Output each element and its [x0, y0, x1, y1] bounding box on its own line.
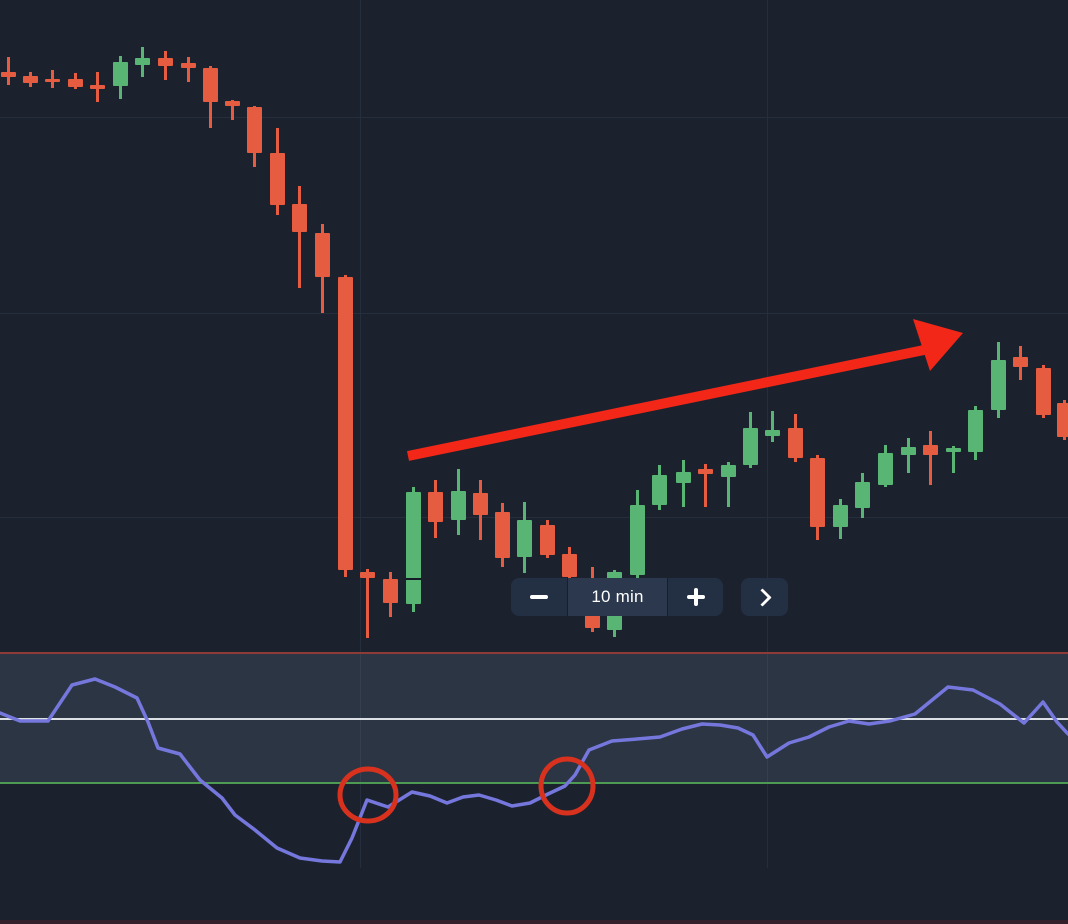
signal-circle: [337, 766, 399, 824]
next-button[interactable]: [741, 578, 788, 616]
candle-wick: [681, 460, 685, 507]
candle-down: [787, 428, 803, 458]
gridline-vertical: [360, 0, 361, 868]
gridline-horizontal: [0, 117, 1068, 118]
candle-down: [224, 101, 240, 106]
candle-wick: [703, 464, 707, 507]
candle-up: [450, 491, 466, 520]
timeframe-increase-button[interactable]: [667, 578, 723, 616]
middle-level-line: [0, 718, 1068, 720]
candle-down: [291, 204, 307, 232]
candle-up: [967, 410, 983, 452]
trend-arrow-head: [913, 319, 963, 371]
candle-up: [112, 62, 128, 86]
minus-icon: [529, 595, 548, 599]
candle-up: [742, 428, 758, 465]
candle-wick: [365, 569, 369, 638]
chevron-right-icon: [753, 587, 772, 607]
timeframe-control: 10 min: [511, 578, 723, 616]
candle-down: [269, 153, 285, 205]
candle-up: [854, 482, 870, 508]
gridline-horizontal: [0, 313, 1068, 314]
candle-up: [651, 475, 667, 505]
oscillator-line: [0, 677, 1068, 864]
candle-up: [832, 505, 848, 527]
gridline-horizontal: [0, 517, 1068, 518]
candle-up: [877, 453, 893, 485]
trend-arrow-shaft: [406, 345, 926, 461]
candle-down: [472, 493, 488, 515]
candle-up: [134, 58, 150, 65]
candle-up: [764, 430, 780, 436]
candle-down: [697, 469, 713, 474]
candle-up: [720, 465, 736, 477]
candle-up: [405, 492, 421, 604]
candle-down: [157, 58, 173, 66]
candle-down: [314, 233, 330, 277]
candle-down: [0, 72, 16, 77]
candle-up: [990, 360, 1006, 410]
candle-down: [202, 68, 218, 102]
candle-wick: [928, 431, 932, 485]
candle-body-divider: [405, 578, 421, 580]
bottom-panel-edge: [0, 920, 1068, 924]
candle-down: [246, 107, 262, 153]
timeframe-value[interactable]: 10 min: [567, 578, 668, 616]
candle-wick: [726, 462, 730, 507]
candle-down: [382, 579, 398, 603]
candle-wick: [951, 446, 955, 473]
candle-wick: [297, 186, 301, 288]
candle-down: [1056, 403, 1068, 437]
candle-up: [516, 520, 532, 557]
candle-wick: [6, 57, 10, 85]
candle-down: [922, 445, 938, 455]
candle-down: [1012, 357, 1028, 367]
plus-icon: [686, 588, 705, 606]
candle-up: [675, 472, 691, 483]
candle-wick: [770, 411, 774, 442]
candle-down: [494, 512, 510, 558]
candle-wick: [230, 100, 234, 120]
candle-down: [180, 63, 196, 68]
candle-down: [337, 277, 353, 570]
candle-down: [1035, 368, 1051, 415]
candle-up: [629, 505, 645, 575]
signal-circle: [538, 756, 596, 816]
candle-down: [539, 525, 555, 555]
candle-wick: [906, 438, 910, 473]
candle-down: [67, 79, 83, 87]
candle-wick: [186, 57, 190, 82]
candle-down: [44, 79, 60, 82]
overbought-level-line: [0, 652, 1068, 654]
candle-down: [561, 554, 577, 577]
candle-up: [900, 447, 916, 455]
candle-down: [89, 85, 105, 89]
candle-down: [22, 76, 38, 83]
candle-down: [809, 458, 825, 527]
candle-up: [945, 448, 961, 452]
timeframe-decrease-button[interactable]: [511, 578, 568, 616]
candle-down: [427, 492, 443, 522]
oversold-level-line: [0, 782, 1068, 784]
candle-down: [359, 572, 375, 578]
